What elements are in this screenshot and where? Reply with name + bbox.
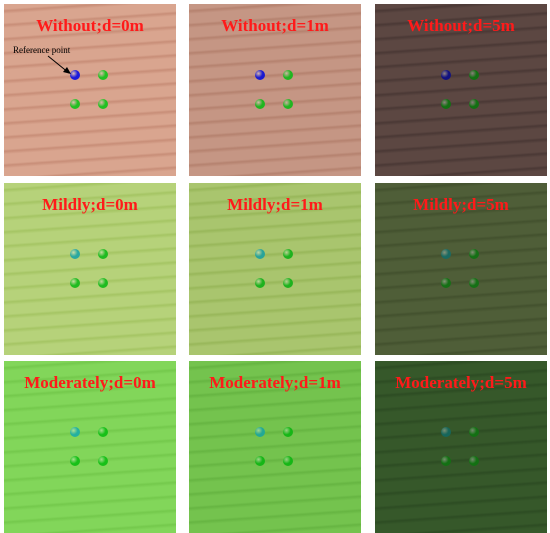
marker-point [98, 99, 108, 109]
panel-1-2: Without;d=1m [189, 4, 361, 176]
marker-point [441, 278, 451, 288]
reference-point-marker [255, 249, 265, 259]
marker-point [283, 70, 293, 80]
marker-point [98, 427, 108, 437]
reference-point-annotation: Reference point [13, 45, 71, 55]
marker-point [469, 99, 479, 109]
panel-label: Without;d=1m [221, 16, 329, 35]
panel-label: Mildly;d=5m [413, 195, 509, 214]
marker-point [255, 278, 265, 288]
panel-2-3: Mildly;d=5m [375, 183, 547, 355]
panel-label: Mildly;d=1m [227, 195, 323, 214]
marker-point [283, 427, 293, 437]
marker-point [70, 456, 80, 466]
panel-1-3: Without;d=5m [375, 4, 547, 176]
marker-point [70, 99, 80, 109]
reference-point-marker [70, 427, 80, 437]
marker-point [469, 278, 479, 288]
marker-point [283, 249, 293, 259]
panel-label: Without;d=5m [407, 16, 515, 35]
marker-point [98, 249, 108, 259]
panel-label: Moderately;d=1m [209, 373, 341, 392]
wood-texture [375, 4, 547, 176]
marker-point [98, 278, 108, 288]
wood-texture [4, 4, 176, 176]
marker-point [283, 99, 293, 109]
panel-3-2: Moderately;d=1m [189, 361, 361, 533]
wood-texture [189, 183, 361, 355]
reference-point-marker [255, 427, 265, 437]
wood-texture [189, 4, 361, 176]
reference-point-marker [255, 70, 265, 80]
panel-2-2: Mildly;d=1m [189, 183, 361, 355]
reference-point-marker [441, 70, 451, 80]
panel-3-3: Moderately;d=5m [375, 361, 547, 533]
panel-label: Moderately;d=0m [24, 373, 156, 392]
panel-label: Moderately;d=5m [395, 373, 527, 392]
marker-point [283, 278, 293, 288]
wood-texture [375, 361, 547, 533]
marker-point [469, 427, 479, 437]
marker-point [469, 249, 479, 259]
annotation-arrow [47, 55, 71, 74]
marker-point [441, 456, 451, 466]
arrow-head [63, 67, 71, 74]
marker-point [283, 456, 293, 466]
marker-point [469, 456, 479, 466]
panel-label: Mildly;d=0m [42, 195, 138, 214]
reference-point-marker [441, 427, 451, 437]
marker-point [469, 70, 479, 80]
panel-label: Without;d=0m [36, 16, 144, 35]
marker-point [98, 70, 108, 80]
panel-2-1: Mildly;d=0m [4, 183, 176, 355]
reference-point-marker [70, 70, 80, 80]
panel-3-1: Moderately;d=0m [4, 361, 176, 533]
wood-texture [375, 183, 547, 355]
reference-point-marker [70, 249, 80, 259]
marker-point [255, 99, 265, 109]
wood-texture [4, 183, 176, 355]
wood-texture [189, 361, 361, 533]
marker-point [441, 99, 451, 109]
marker-point [70, 278, 80, 288]
marker-point [98, 456, 108, 466]
wood-texture [4, 361, 176, 533]
panel-1-1: Without;d=0m Reference point [4, 4, 176, 176]
marker-point [255, 456, 265, 466]
reference-point-marker [441, 249, 451, 259]
